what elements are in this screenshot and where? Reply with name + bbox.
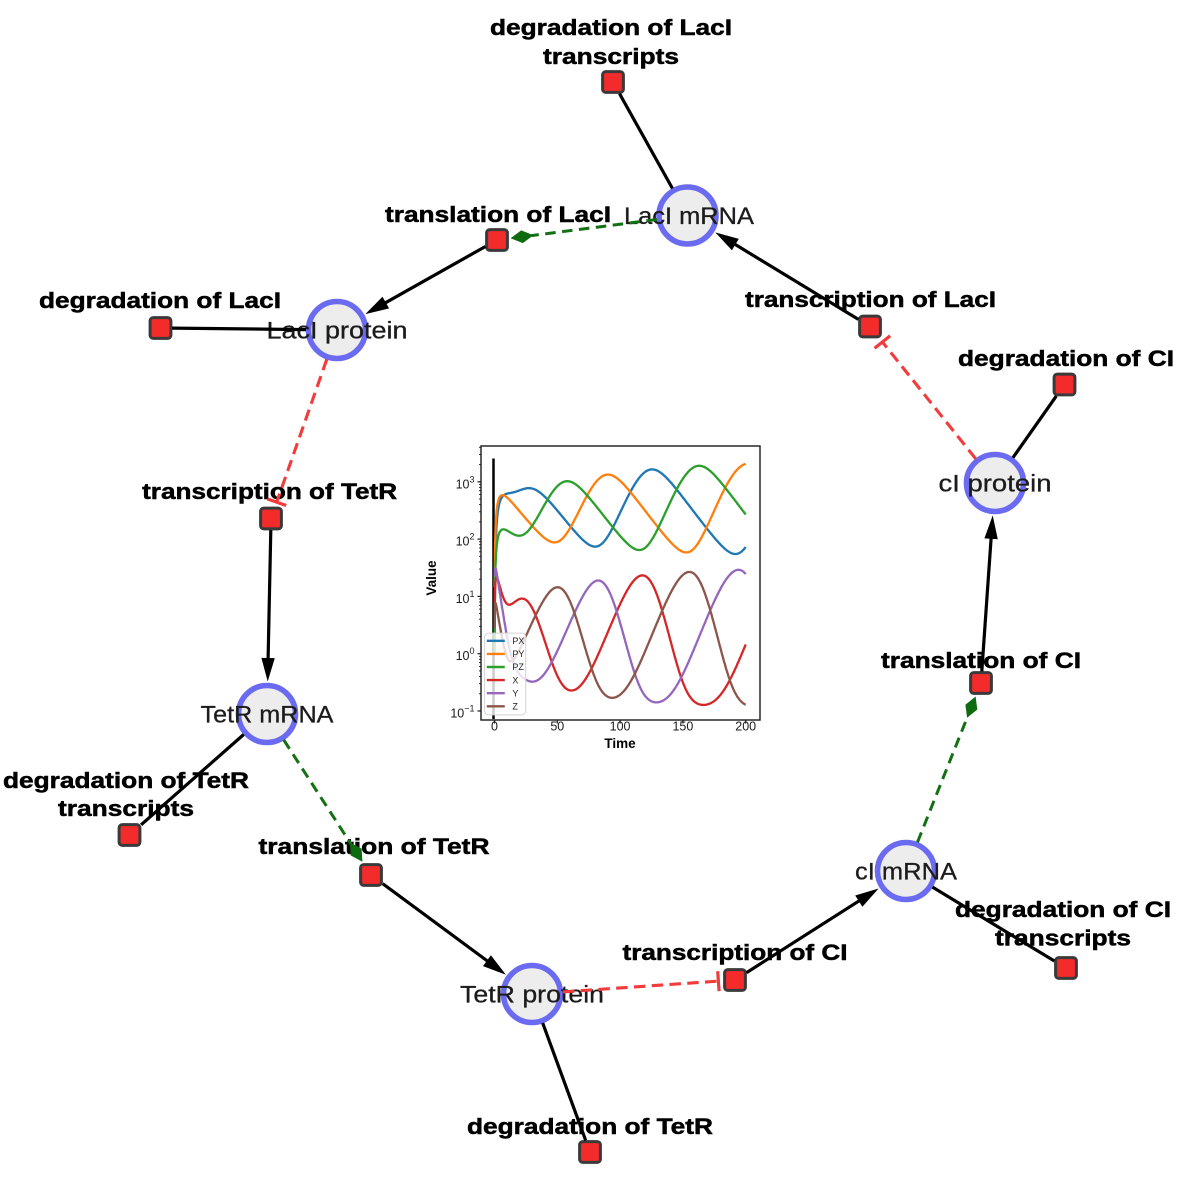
svg-text:100: 100 [610,720,631,734]
svg-text:Time: Time [604,736,636,751]
svg-text:degradation of CI: degradation of CI [958,346,1174,371]
svg-text:transcription of LacI: transcription of LacI [745,287,996,312]
svg-text:translation of LacI: translation of LacI [385,202,611,227]
svg-text:200: 200 [735,720,756,734]
svg-text:PZ: PZ [512,662,524,672]
svg-text:transcripts: transcripts [543,44,679,69]
svg-text:transcripts: transcripts [58,796,194,821]
svg-text:cI protein: cI protein [939,471,1052,498]
svg-text:degradation of TetR: degradation of TetR [467,1114,713,1139]
svg-text:50: 50 [550,720,564,734]
svg-text:0: 0 [491,720,498,734]
svg-text:TetR mRNA: TetR mRNA [201,702,334,729]
svg-text:cI mRNA: cI mRNA [855,859,957,886]
svg-text:150: 150 [672,720,693,734]
svg-text:LacI protein: LacI protein [267,318,408,345]
svg-text:degradation of CI: degradation of CI [955,897,1171,922]
svg-text:X: X [512,675,518,685]
svg-text:Y: Y [512,688,518,698]
svg-text:LacI mRNA: LacI mRNA [624,203,754,230]
svg-text:PY: PY [512,649,524,659]
svg-text:PX: PX [512,636,524,646]
svg-text:degradation of LacI: degradation of LacI [490,15,732,40]
svg-text:Z: Z [512,702,518,712]
svg-text:transcription of CI: transcription of CI [623,940,848,965]
svg-text:degradation of LacI: degradation of LacI [39,288,281,313]
svg-text:degradation of TetR: degradation of TetR [3,768,249,793]
svg-text:translation of TetR: translation of TetR [259,834,490,859]
svg-text:Value: Value [424,560,439,596]
svg-text:TetR protein: TetR protein [460,982,604,1009]
